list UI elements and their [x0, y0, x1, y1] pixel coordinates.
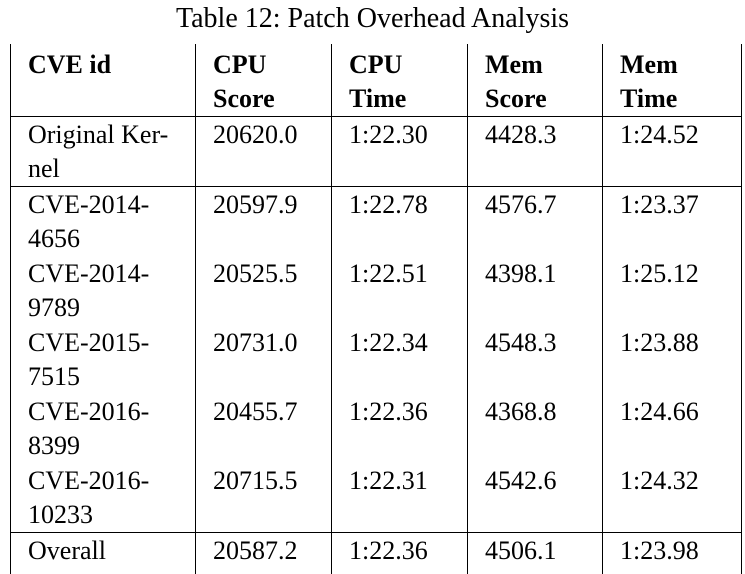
cve-id-cell: CVE-2016- 8399 [10, 394, 196, 463]
cpu-time-cell: 1:22.31 [331, 463, 468, 533]
mem-score-cell: 4542.6 [467, 463, 603, 533]
cve-id-line-1: Original Ker- [28, 120, 169, 149]
cve-id-line-1: CVE-2014- [28, 259, 150, 288]
cpu-score-cell: 20715.5 [195, 463, 332, 533]
header-cpu-time-line-1: CPU [349, 50, 403, 79]
table-row-cve-2016-8399: CVE-2016- 8399 20455.7 1:22.36 4368.8 1:… [10, 394, 742, 463]
cve-id-line-1: CVE-2014- [28, 190, 150, 219]
header-cve-id: CVE id [10, 44, 196, 117]
header-cpu-time-line-2: Time [349, 84, 407, 113]
mem-time-cell: 1:23.88 [602, 325, 742, 394]
cpu-time-cell: 1:22.78 [331, 186, 468, 256]
cpu-score-cell: 20731.0 [195, 325, 332, 394]
cve-id-cell: CVE-2016- 10233 [10, 463, 196, 533]
cpu-time-cell: 1:22.36 [331, 394, 468, 463]
mem-score-cell: 4548.3 [467, 325, 603, 394]
cpu-time-cell: 1:22.30 [331, 116, 468, 187]
cpu-score-cell: 20597.9 [195, 186, 332, 256]
cve-id-cell: CVE-2014- 4656 [10, 186, 196, 256]
cpu-time-cell: 1:22.36 [331, 532, 468, 574]
header-cve-id-line-1: CVE id [28, 50, 112, 79]
table-row-original-kernel: Original Ker- nel 20620.0 1:22.30 4428.3… [10, 116, 742, 187]
cve-id-line-2: nel [28, 154, 60, 183]
cve-id-line-2: 10233 [28, 500, 93, 529]
header-cpu-score-line-1: CPU [213, 50, 267, 79]
cve-id-line-1: CVE-2015- [28, 328, 150, 357]
cve-id-line-2: 4656 [28, 224, 80, 253]
mem-time-cell: 1:23.37 [602, 186, 742, 256]
mem-score-cell: 4576.7 [467, 186, 603, 256]
mem-time-cell: 1:24.52 [602, 116, 742, 187]
header-mem-time-line-1: Mem [620, 50, 678, 79]
header-mem-score-line-2: Score [485, 84, 547, 113]
header-mem-score: Mem Score [467, 44, 603, 117]
header-cpu-time: CPU Time [331, 44, 468, 117]
cpu-score-cell: 20525.5 [195, 256, 332, 325]
cve-id-line-1: Overall [28, 536, 106, 565]
cve-id-line-1: CVE-2016- [28, 397, 150, 426]
header-mem-time-line-2: Time [620, 84, 678, 113]
cpu-time-cell: 1:22.51 [331, 256, 468, 325]
cpu-score-cell: 20455.7 [195, 394, 332, 463]
mem-time-cell: 1:24.66 [602, 394, 742, 463]
cve-id-line-2: 9789 [28, 293, 80, 322]
mem-score-cell: 4506.1 [467, 532, 603, 574]
cpu-time-cell: 1:22.34 [331, 325, 468, 394]
patch-overhead-table: CVE id CPU Score CPU Time Mem Score Mem … [10, 44, 742, 574]
header-cpu-score-line-2: Score [213, 84, 275, 113]
table-row-overall: Overall 20587.2 1:22.36 4506.1 1:23.98 [10, 532, 742, 574]
mem-time-cell: 1:23.98 [602, 532, 742, 574]
table-row-cve-2014-4656: CVE-2014- 4656 20597.9 1:22.78 4576.7 1:… [10, 186, 742, 256]
cve-id-cell: Original Ker- nel [10, 116, 196, 187]
cve-id-cell: CVE-2014- 9789 [10, 256, 196, 325]
header-cpu-score: CPU Score [195, 44, 332, 117]
mem-time-cell: 1:24.32 [602, 463, 742, 533]
mem-time-cell: 1:25.12 [602, 256, 742, 325]
table-row-cve-2016-10233: CVE-2016- 10233 20715.5 1:22.31 4542.6 1… [10, 463, 742, 533]
table-row-cve-2014-9789: CVE-2014- 9789 20525.5 1:22.51 4398.1 1:… [10, 256, 742, 325]
table-row-cve-2015-7515: CVE-2015- 7515 20731.0 1:22.34 4548.3 1:… [10, 325, 742, 394]
header-mem-time: Mem Time [602, 44, 742, 117]
cve-id-cell: Overall [10, 532, 196, 574]
cve-id-line-2: 8399 [28, 431, 80, 460]
cpu-score-cell: 20587.2 [195, 532, 332, 574]
table-caption: Table 12: Patch Overhead Analysis [175, 3, 570, 34]
mem-score-cell: 4368.8 [467, 394, 603, 463]
mem-score-cell: 4398.1 [467, 256, 603, 325]
cpu-score-cell: 20620.0 [195, 116, 332, 187]
header-row: CVE id CPU Score CPU Time Mem Score Mem … [10, 44, 742, 117]
mem-score-cell: 4428.3 [467, 116, 603, 187]
header-mem-score-line-1: Mem [485, 50, 543, 79]
cve-id-cell: CVE-2015- 7515 [10, 325, 196, 394]
cve-id-line-2: 7515 [28, 362, 80, 391]
cve-id-line-1: CVE-2016- [28, 466, 150, 495]
